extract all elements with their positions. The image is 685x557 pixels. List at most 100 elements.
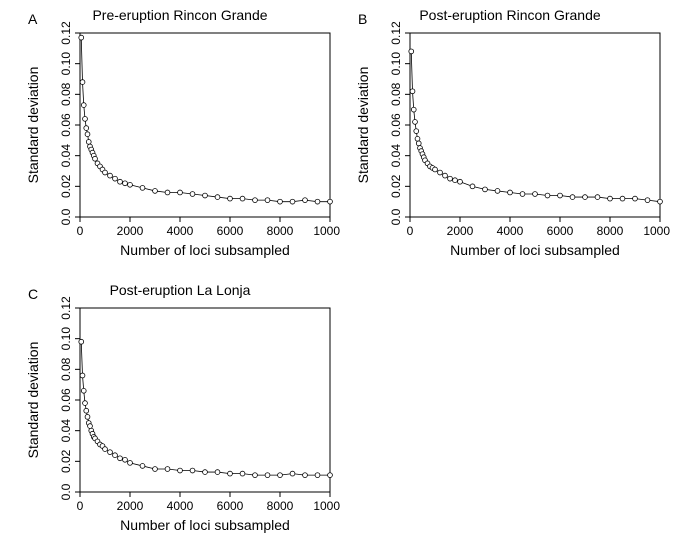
data-point xyxy=(79,339,84,344)
data-point xyxy=(633,196,638,201)
data-point xyxy=(203,193,208,198)
data-point xyxy=(413,120,418,125)
data-point xyxy=(290,471,295,476)
y-tick-label: 0.08 xyxy=(59,357,73,381)
data-point xyxy=(545,193,550,198)
chart-svg: 02000400060008000100000.00.020.040.060.0… xyxy=(20,280,340,540)
data-point xyxy=(533,192,538,197)
figure-container: APre-eruption Rincon Grande0200040006000… xyxy=(0,0,685,557)
data-point xyxy=(108,173,113,178)
data-point xyxy=(483,187,488,192)
x-tick-label: 8000 xyxy=(267,499,294,513)
data-point xyxy=(85,414,90,419)
data-point xyxy=(123,181,128,186)
data-point xyxy=(83,401,88,406)
y-axis-label: Standard deviation xyxy=(25,67,41,184)
x-tick-label: 0 xyxy=(77,224,84,238)
y-tick-label: 0.0 xyxy=(59,208,73,225)
data-point xyxy=(278,473,283,478)
data-point xyxy=(228,471,233,476)
data-point xyxy=(265,198,270,203)
x-tick-label: 4000 xyxy=(167,499,194,513)
data-point xyxy=(215,470,220,475)
x-tick-label: 10000 xyxy=(643,224,670,238)
data-point xyxy=(415,136,420,141)
data-point xyxy=(83,116,88,121)
data-point xyxy=(228,196,233,201)
plot-border xyxy=(80,33,330,217)
data-point xyxy=(315,473,320,478)
x-tick-label: 2000 xyxy=(117,499,144,513)
data-point xyxy=(620,196,625,201)
data-point xyxy=(203,470,208,475)
data-point xyxy=(113,176,118,181)
data-point xyxy=(303,473,308,478)
data-point xyxy=(84,408,89,413)
y-tick-label: 0.12 xyxy=(389,21,403,45)
data-point xyxy=(103,170,108,175)
x-tick-label: 4000 xyxy=(167,224,194,238)
plot-border xyxy=(410,33,660,217)
chart-svg: 02000400060008000100000.00.020.040.060.0… xyxy=(350,5,670,265)
data-point xyxy=(448,176,453,181)
y-tick-label: 0.02 xyxy=(59,174,73,198)
data-point xyxy=(240,196,245,201)
data-point xyxy=(303,198,308,203)
data-point xyxy=(583,195,588,200)
data-point xyxy=(190,192,195,197)
x-tick-label: 6000 xyxy=(217,224,244,238)
x-tick-label: 0 xyxy=(407,224,414,238)
y-tick-label: 0.02 xyxy=(59,449,73,473)
data-point xyxy=(328,199,333,204)
y-tick-label: 0.10 xyxy=(59,52,73,76)
data-point xyxy=(416,141,421,146)
y-tick-label: 0.08 xyxy=(389,82,403,106)
panel-a: APre-eruption Rincon Grande0200040006000… xyxy=(20,5,340,265)
y-axis-label: Standard deviation xyxy=(25,342,41,459)
data-point xyxy=(414,129,419,134)
x-tick-label: 8000 xyxy=(267,224,294,238)
data-line xyxy=(81,38,330,202)
data-point xyxy=(140,185,145,190)
panel-c: CPost-eruption La Lonja02000400060008000… xyxy=(20,280,340,540)
data-point xyxy=(165,190,170,195)
y-tick-label: 0.10 xyxy=(59,327,73,351)
panel-b: BPost-eruption Rincon Grande020004000600… xyxy=(350,5,670,265)
data-point xyxy=(84,126,89,131)
x-axis-label: Number of loci subsampled xyxy=(450,242,620,258)
x-tick-label: 6000 xyxy=(217,499,244,513)
data-point xyxy=(658,199,663,204)
x-tick-label: 0 xyxy=(77,499,84,513)
x-tick-label: 10000 xyxy=(313,224,340,238)
data-point xyxy=(470,184,475,189)
x-axis-label: Number of loci subsampled xyxy=(120,517,290,533)
data-point xyxy=(265,473,270,478)
data-point xyxy=(409,49,414,54)
data-point xyxy=(80,373,85,378)
panel-title: Pre-eruption Rincon Grande xyxy=(20,7,340,23)
data-point xyxy=(113,453,118,458)
y-tick-label: 0.06 xyxy=(59,113,73,137)
data-point xyxy=(253,198,258,203)
data-point xyxy=(253,473,258,478)
panel-title: Post-eruption La Lonja xyxy=(20,282,340,298)
data-point xyxy=(86,139,91,144)
data-point xyxy=(508,190,513,195)
y-tick-label: 0.04 xyxy=(59,144,73,168)
y-tick-label: 0.04 xyxy=(389,144,403,168)
plot-border xyxy=(80,308,330,492)
data-point xyxy=(608,196,613,201)
data-point xyxy=(79,35,84,40)
data-point xyxy=(85,132,90,137)
data-point xyxy=(118,179,123,184)
data-point xyxy=(520,192,525,197)
data-point xyxy=(215,195,220,200)
data-point xyxy=(433,167,438,172)
x-tick-label: 10000 xyxy=(313,499,340,513)
data-point xyxy=(165,467,170,472)
data-point xyxy=(118,456,123,461)
data-point xyxy=(178,190,183,195)
x-tick-label: 4000 xyxy=(497,224,524,238)
data-point xyxy=(570,195,575,200)
y-tick-label: 0.06 xyxy=(59,388,73,412)
